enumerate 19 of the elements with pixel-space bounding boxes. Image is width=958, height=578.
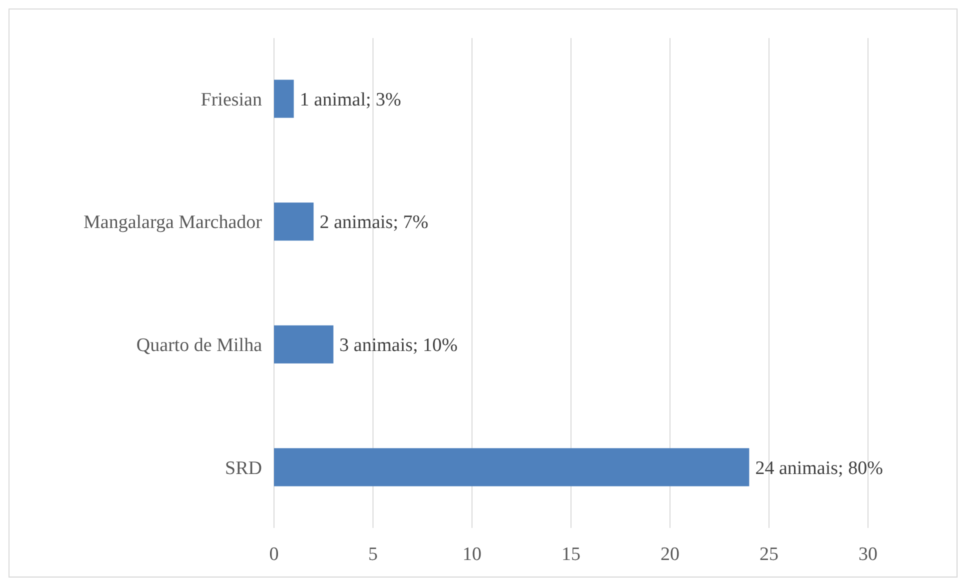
data-label: 24 animais; 80% <box>755 458 884 479</box>
x-tick-label: 20 <box>660 544 680 565</box>
bar <box>274 202 314 241</box>
data-label: 1 animal; 3% <box>300 89 402 110</box>
y-tick-label: Friesian <box>200 89 262 110</box>
data-label: 2 animais; 7% <box>320 212 428 234</box>
y-tick-label: Quarto de Milha <box>136 335 263 356</box>
data-label: 3 animais; 10% <box>339 335 458 356</box>
x-tick-label: 30 <box>858 544 878 565</box>
y-tick-label: Mangalarga Marchador <box>84 212 263 234</box>
bar <box>274 325 334 364</box>
x-tick-label: 5 <box>368 544 378 565</box>
bar <box>274 448 750 486</box>
y-tick-label: SRD <box>225 458 262 479</box>
x-tick-label: 25 <box>760 544 778 565</box>
x-tick-label: 0 <box>269 544 279 565</box>
bar <box>274 80 294 118</box>
x-tick-label: 10 <box>462 544 482 565</box>
x-tick-label: 15 <box>562 544 580 565</box>
